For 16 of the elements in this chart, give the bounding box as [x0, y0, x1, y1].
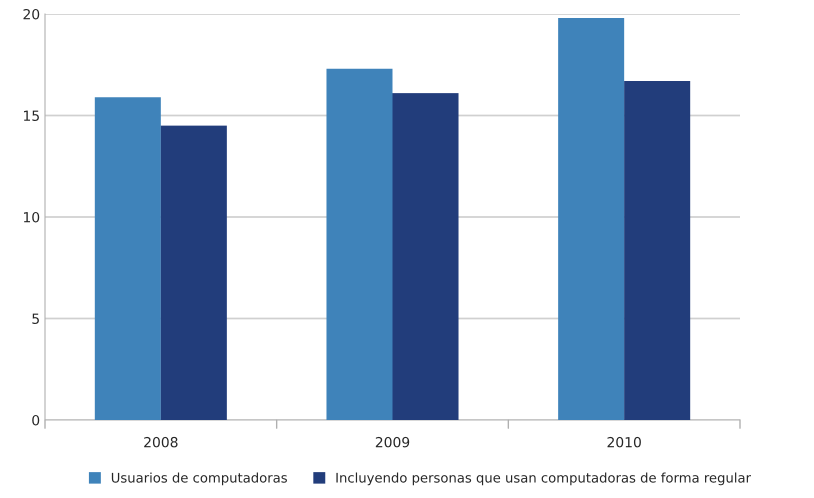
bar — [326, 68, 392, 420]
y-tick-label: 20 — [23, 8, 40, 20]
y-tick-label: 5 — [32, 314, 39, 324]
bar — [392, 93, 459, 420]
x-tick-label: 2009 — [376, 436, 410, 448]
y-tick-label: 15 — [24, 110, 39, 121]
y-tick-label: 0 — [32, 414, 40, 426]
legend-label: Usuarios de computadoras — [112, 472, 287, 486]
legend-label: Incluyendo personas que usan computadoras de forma regular — [336, 472, 751, 486]
bar — [558, 18, 624, 420]
x-tick-label: 2008 — [144, 436, 178, 448]
bar — [94, 97, 161, 420]
bar — [624, 80, 690, 420]
x-tick-label: 2010 — [608, 436, 641, 448]
y-tick-label: 10 — [24, 212, 40, 222]
bar — [160, 126, 227, 420]
